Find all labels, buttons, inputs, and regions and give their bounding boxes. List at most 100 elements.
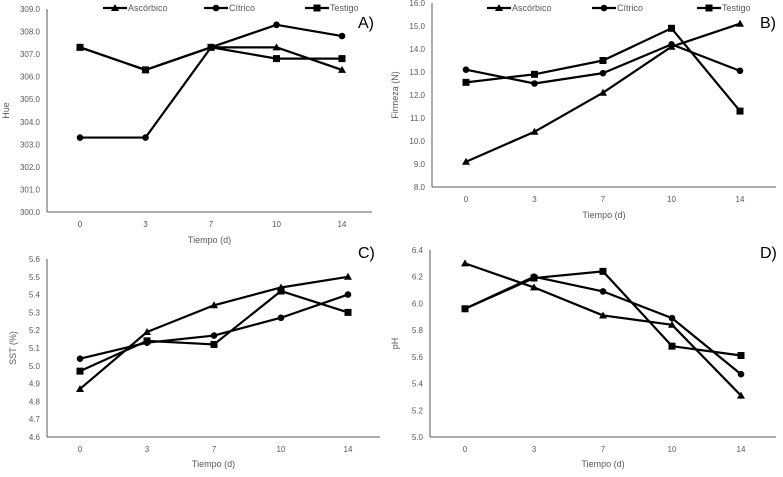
data-point-square (338, 55, 346, 63)
x-tick-label: 3 (145, 445, 150, 454)
data-point-square (531, 70, 538, 78)
panel-label: D) (760, 245, 777, 262)
y-tick-label: 305.0 (20, 95, 41, 104)
data-point-circle (462, 66, 470, 73)
series-line (464, 262, 742, 397)
x-tick-label: 3 (143, 220, 148, 229)
y-tick-label: 304.0 (20, 118, 41, 127)
y-tick-label: 4.8 (29, 397, 41, 406)
x-tick-label: 7 (601, 445, 606, 454)
data-point-square (461, 305, 469, 313)
series-ascorbico (462, 19, 744, 165)
legend-marker-circle (212, 4, 220, 12)
data-point-circle (210, 332, 218, 339)
y-tick-label: 6.4 (412, 246, 424, 255)
data-point-square (668, 24, 675, 32)
legend-marker-square (705, 4, 713, 12)
data-point-square (668, 342, 676, 350)
y-tick-label: 5.4 (29, 291, 41, 300)
y-tick-label: 308.0 (20, 28, 41, 37)
series-testigo (461, 267, 745, 360)
legend: Ascórbico Cítrico Testigo (487, 3, 751, 13)
y-tick-label: 301.0 (20, 185, 41, 194)
data-point-square (143, 337, 151, 345)
x-tick-label: 3 (532, 445, 537, 454)
data-point-circle (736, 67, 744, 75)
y-tick-label: 5.2 (29, 326, 41, 335)
data-point-triangle (272, 43, 281, 51)
y-tick-label: 10.0 (409, 137, 425, 146)
series-ascorbico (461, 259, 745, 399)
data-point-square (462, 78, 470, 86)
y-axis-label: SST (%) (8, 331, 18, 365)
series-testigo (76, 287, 352, 375)
x-tick-label: 0 (463, 445, 468, 454)
y-tick-label: 5.1 (29, 344, 41, 353)
x-tick-label: 10 (668, 445, 677, 454)
x-tick-label: 0 (464, 195, 469, 204)
x-tick-label: 14 (338, 220, 347, 229)
legend-label: Cítrico (617, 3, 643, 13)
data-point-triangle (737, 391, 745, 399)
x-tick-label: 14 (736, 195, 745, 204)
legend-label: Cítrico (229, 3, 255, 13)
data-point-triangle (344, 272, 352, 280)
data-point-circle (344, 291, 352, 298)
chart-c: 4.6 4.7 4.8 4.9 5.0 5.1 5.2 5.3 5.4 5.5 5.6 0 3 7 10 14… (8, 245, 380, 469)
data-point-circle (338, 32, 346, 40)
x-tick-label: 3 (532, 195, 537, 204)
data-point-circle (668, 314, 676, 322)
y-tick-label: 4.9 (29, 380, 41, 389)
y-axis-label: pH (390, 338, 400, 350)
x-axis-label: Tiempo (d) (581, 459, 624, 469)
panel-label: B) (760, 15, 776, 32)
x-tick-label: 14 (737, 445, 746, 454)
chart-d: 5.0 5.2 5.4 5.6 5.8 6.0 6.2 6.4 0 3 7 10 14 Tiempo (d… (390, 245, 777, 469)
x-axis-label: Tiempo (d) (188, 235, 231, 245)
y-tick-label: 16.0 (409, 0, 425, 8)
data-point-triangle (76, 384, 84, 392)
series-line (465, 27, 741, 112)
y-tick-label: 5.6 (412, 353, 424, 362)
y-tick-label: 303.0 (20, 140, 41, 149)
legend-item: Ascórbico (103, 3, 168, 13)
data-point-triangle (599, 88, 607, 96)
x-tick-label: 7 (601, 195, 606, 204)
chart-b: 8.0 9.0 10.0 11.0 12.0 13.0 14.0 15.0 16.0 0 3 7 10 1… (390, 0, 776, 220)
x-tick-label: 7 (212, 445, 217, 454)
data-point-triangle (668, 320, 676, 328)
panel-label: C) (358, 245, 375, 262)
legend-item: Testigo (305, 3, 359, 13)
y-tick-label: 306.0 (20, 73, 41, 82)
data-point-circle (737, 370, 745, 378)
y-axis-label: Hue (1, 102, 11, 119)
data-point-square (207, 43, 215, 51)
data-point-circle (277, 314, 285, 322)
y-tick-label: 5.8 (412, 326, 424, 335)
legend-item: Cítrico (204, 3, 255, 13)
legend-marker-circle (600, 4, 608, 12)
y-tick-label: 5.5 (29, 273, 41, 282)
y-tick-label: 9.0 (414, 160, 426, 169)
data-point-square (142, 66, 149, 74)
series-line (80, 23, 343, 139)
x-axis-label: Tiempo (d) (192, 459, 235, 469)
legend-marker-triangle (111, 4, 119, 11)
data-point-square (737, 352, 745, 360)
data-point-circle (531, 80, 538, 87)
data-point-triangle (338, 65, 346, 73)
y-tick-label: 5.4 (412, 380, 424, 389)
y-tick-label: 5.2 (412, 406, 424, 415)
data-point-circle (668, 41, 675, 48)
data-point-triangle (736, 19, 744, 27)
chart-a: 300.0 301.0 302.0 303.0 304.0 305.0 306.0 307.0… (1, 3, 374, 245)
data-point-square (344, 308, 352, 316)
legend-marker-triangle (495, 4, 503, 11)
data-point-circle (76, 134, 84, 141)
data-point-triangle (462, 157, 470, 165)
y-tick-label: 12.0 (409, 91, 425, 100)
x-tick-label: 10 (277, 445, 286, 454)
y-tick-label: 4.7 (29, 415, 41, 424)
x-axis-label: Tiempo (d) (582, 210, 625, 220)
series-testigo (462, 24, 744, 115)
